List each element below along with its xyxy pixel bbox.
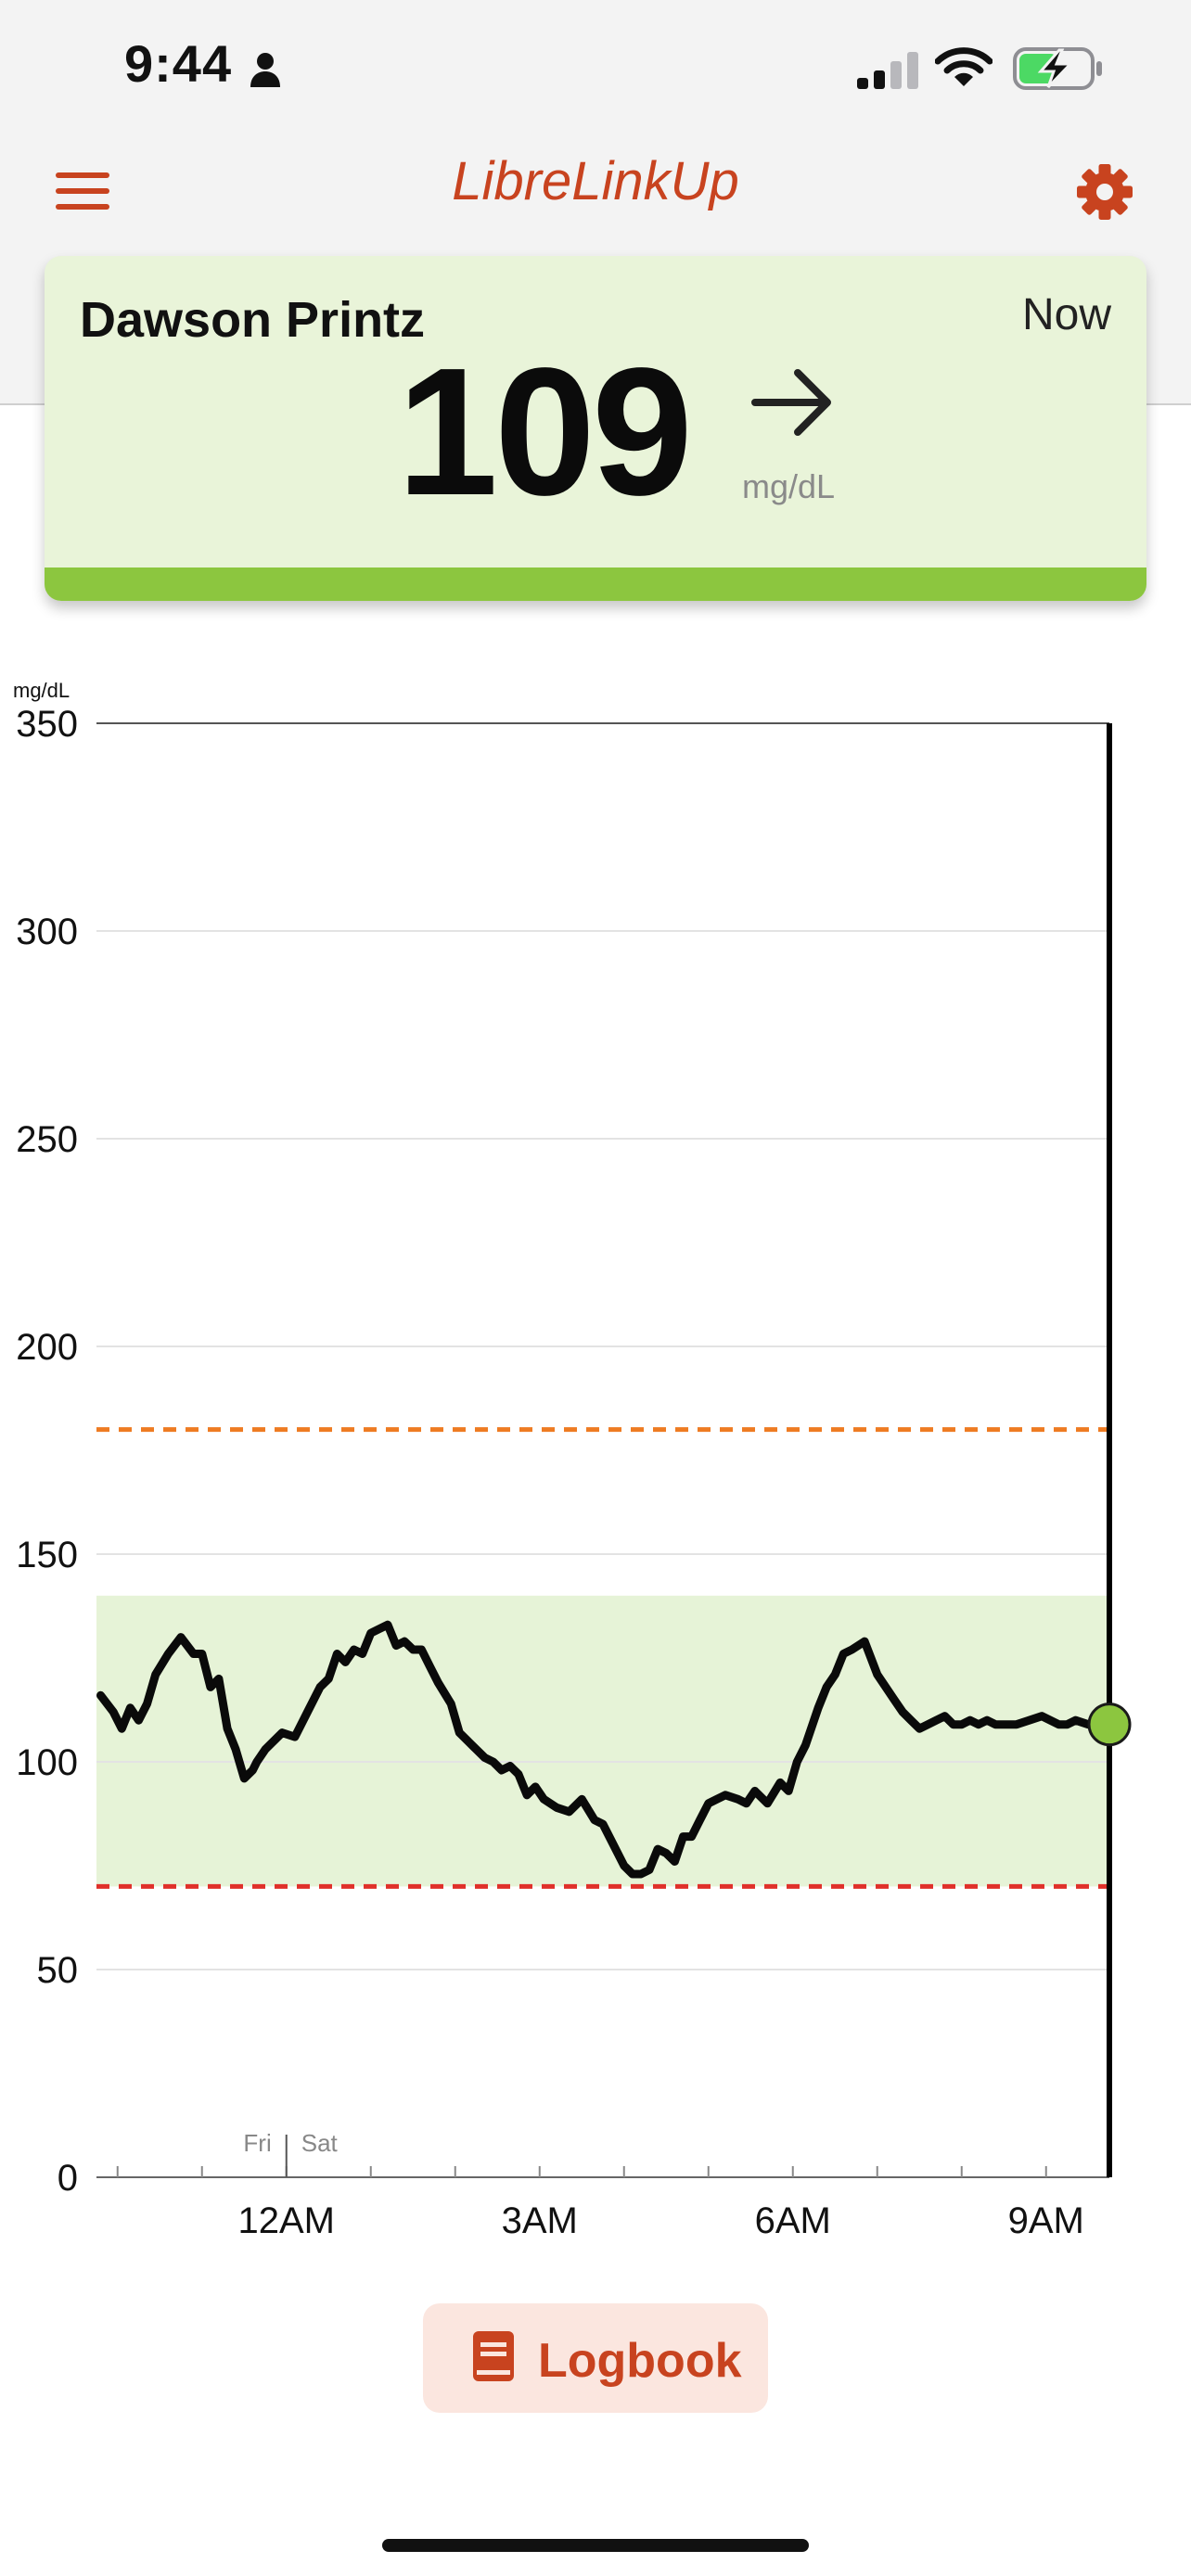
y-tick-label: 200 (16, 1327, 78, 1368)
person-icon (250, 53, 280, 87)
status-color-bar (45, 567, 1146, 601)
glucose-line (96, 1620, 1109, 1879)
x-tick-label: 9AM (1008, 2200, 1084, 2241)
app-title: LibreLinkUp (452, 151, 739, 211)
x-tick-label: 3AM (502, 2200, 578, 2241)
wifi-icon (935, 47, 992, 86)
book-icon (473, 2331, 514, 2381)
arrow-right-icon (751, 369, 831, 436)
y-tick-label: 350 (16, 704, 78, 745)
glucose-reading-card[interactable]: Dawson Printz Now 109 mg/dL (45, 256, 1146, 601)
patient-name: Dawson Printz (80, 292, 426, 348)
signal-icon (857, 52, 918, 89)
home-indicator (382, 2539, 809, 2552)
day-label-sat: Sat (301, 2129, 339, 2157)
x-tick-label: 12AM (238, 2200, 336, 2241)
glucose-value: 109 (397, 330, 693, 533)
reading-time: Now (1021, 290, 1111, 339)
y-tick-label: 300 (16, 912, 78, 952)
gear-icon[interactable] (1076, 163, 1133, 221)
logbook-button[interactable]: Logbook (423, 2303, 768, 2413)
y-tick-label: 150 (16, 1535, 78, 1575)
y-tick-label: 250 (16, 1119, 78, 1160)
status-bar (0, 0, 1191, 139)
status-time: 9:44 (124, 34, 233, 93)
y-tick-label: 100 (16, 1742, 78, 1783)
y-axis-unit-label: mg/dL (13, 679, 70, 702)
current-reading-dot (1087, 1702, 1132, 1747)
glucose-unit: mg/dL (742, 467, 836, 505)
battery-charging-icon (1013, 47, 1102, 90)
y-tick-label: 0 (58, 2158, 78, 2199)
hamburger-menu-icon[interactable] (52, 163, 117, 219)
x-tick-label: 6AM (755, 2200, 831, 2241)
target-range-band (96, 1595, 1109, 1887)
day-label-fri: Fri (243, 2129, 271, 2157)
logbook-label: Logbook (538, 2334, 742, 2388)
y-tick-label: 50 (37, 1950, 79, 1991)
